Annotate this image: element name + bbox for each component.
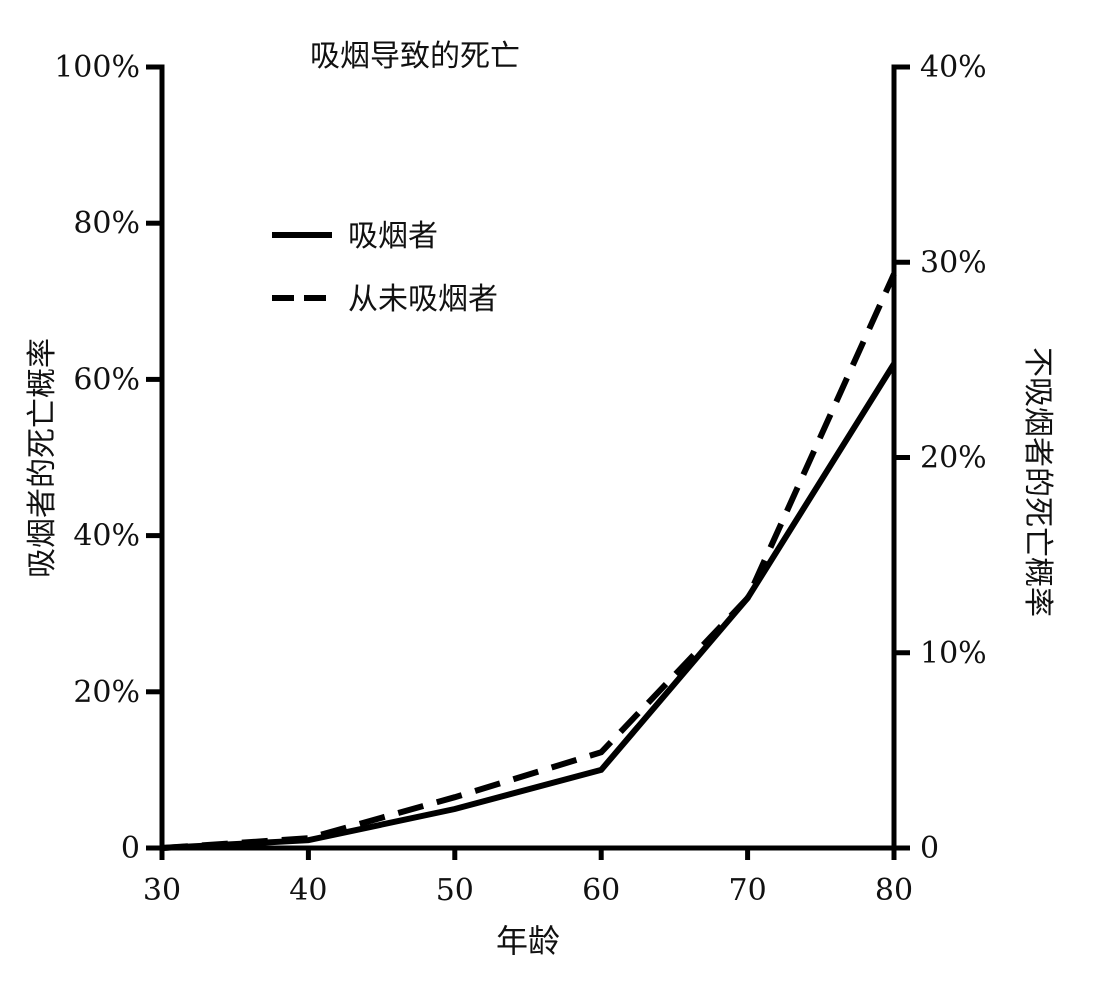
y-tick-label-left: 80% [73, 206, 140, 241]
y-tick-label-left: 100% [54, 50, 140, 85]
y-tick-label-left: 20% [73, 675, 140, 710]
axes [159, 64, 897, 851]
chart-title: 吸烟导致的死亡 [310, 39, 520, 74]
series-line-2 [161, 272, 897, 851]
y-tick-label-right: 30% [920, 245, 987, 280]
series-group [161, 272, 897, 851]
x-tick-label: 30 [143, 873, 181, 908]
ticks: 30 40 50 60 70 80020%40%60%80%100%010%20%30%4… [54, 50, 986, 908]
x-tick-label: 40 [289, 873, 327, 908]
legend-label-1: 吸烟者 [348, 219, 438, 254]
x-tick-label: 50 [436, 873, 474, 908]
x-tick-label: 70 [729, 873, 767, 908]
y-tick-label-left: 60% [73, 362, 140, 397]
x-tick-label: 60 [582, 873, 620, 908]
y-tick-label-right: 40% [920, 50, 987, 85]
x-tick-label: 80 [875, 873, 913, 908]
legend-label-2: 从未吸烟者 [348, 282, 498, 317]
y-tick-label-right: 20% [920, 441, 987, 476]
y-tick-label-right: 10% [920, 636, 987, 671]
y-axis-label-left: 吸烟者的死亡概率 [25, 338, 60, 578]
x-axis-label: 年龄 [496, 922, 560, 960]
y-tick-label-left: 40% [73, 519, 140, 554]
y-axis-label-right: 不吸烟者的死亡概率 [1020, 347, 1055, 617]
y-tick-label-right: 0 [920, 831, 939, 866]
y-tick-label-left: 0 [121, 831, 140, 866]
